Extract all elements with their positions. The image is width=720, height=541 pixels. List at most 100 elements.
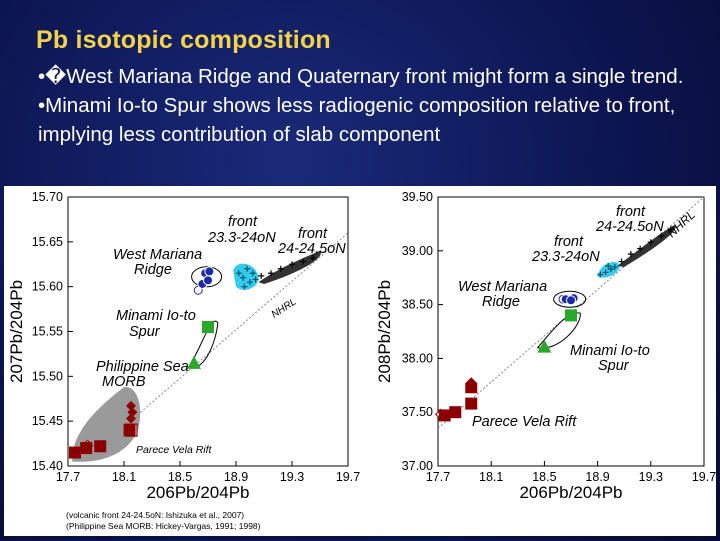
data-point: [627, 251, 634, 258]
y-tick-label: 15.65: [32, 235, 63, 249]
x-tick-label: 18.1: [479, 470, 503, 484]
annotation-morb-2: MORB: [102, 374, 146, 390]
data-point: [465, 377, 478, 394]
data-point: [637, 245, 644, 252]
y-tick-label: 15.45: [32, 414, 63, 428]
x-tick-label: 18.1: [112, 470, 136, 484]
data-point: [465, 397, 478, 410]
y-tick-label: 15.60: [32, 280, 63, 294]
data-point: [240, 274, 246, 281]
data-point: [438, 409, 451, 422]
data-point: [268, 270, 274, 277]
annotation-front-24-range: 24-24.5oN: [595, 219, 664, 235]
annotation-front-24-range: 24-24.5oN: [277, 241, 346, 257]
data-point: [611, 263, 618, 270]
data-point: [94, 440, 107, 453]
annotation-morb: Philippine Sea: [96, 359, 189, 375]
x-tick-label: 19.7: [336, 470, 360, 484]
x-tick-label: 17.7: [426, 470, 450, 484]
data-point: [605, 262, 612, 269]
chart-panel-208pb: 17.7 18.1 18.5 18.9 19.3 19.7 39.50 39.00 38.50 3…: [372, 186, 716, 536]
annotation-front-23: front: [554, 234, 584, 250]
data-point: [203, 275, 213, 286]
y-axis-label: 207Pb/204Pb: [7, 280, 26, 383]
annotation-west-mariana-ridge: Ridge: [482, 294, 520, 310]
x-tick-label: 18.5: [168, 470, 192, 484]
y-tick-label: 39.50: [402, 190, 433, 204]
annotation-parece: Parece Vela Rift: [136, 444, 213, 456]
data-point: [565, 309, 577, 322]
data-point: [123, 424, 136, 437]
annotation-front-23-range: 23.3-24oN: [207, 230, 276, 246]
data-point: [126, 413, 136, 424]
bullet-item: •Minami Io-to Spur shows less radiogenic…: [38, 94, 676, 146]
annotation-west-mariana-ridge: Ridge: [134, 262, 172, 278]
annotation-front-24: front: [616, 204, 646, 220]
y-tick-label: 15.50: [32, 369, 63, 383]
front-23-field: [233, 263, 259, 290]
slide-title: Pb isotopic composition: [36, 26, 331, 54]
data-point: [300, 258, 307, 265]
annotation-front-24: front: [298, 226, 328, 242]
y-axis-label: 208Pb/204Pb: [375, 280, 394, 383]
annotation-minami-spur: Spur: [129, 324, 161, 340]
data-point: [618, 258, 625, 265]
chart-panel-207pb: 17.7 18.1 18.5 18.9 19.3 19.7 15.70 15.65 15.60 1…: [4, 186, 372, 536]
y-tick-label: 15.70: [32, 190, 63, 204]
data-point: [249, 270, 256, 277]
x-tick-label: 18.9: [585, 470, 609, 484]
chart-208pb-vs-206pb: 17.7 18.1 18.5 18.9 19.3 19.7 39.50 39.00 38.50 3…: [375, 190, 716, 502]
y-tick-label: 37.50: [402, 405, 433, 419]
y-tick-label: 15.55: [32, 325, 63, 339]
x-axis-label: 206Pb/204Pb: [146, 483, 249, 502]
data-point: [252, 276, 259, 283]
data-point: [602, 269, 609, 276]
note-morb-source: (Philippine Sea MORB: Hickey-Vargas, 199…: [66, 521, 261, 531]
bullet-item: •�West Mariana Ridge and Quaternary fron…: [38, 65, 684, 88]
x-tick-label: 17.7: [56, 470, 80, 484]
note-front-source: (volcanic front 24-24.5oN: Ishizuka et a…: [66, 510, 244, 520]
data-point: [127, 407, 138, 418]
data-point: [241, 283, 248, 290]
y-tick-label: 15.40: [32, 459, 63, 473]
chart-207pb-vs-206pb: 17.7 18.1 18.5 18.9 19.3 19.7 15.70 15.65 15.60 1…: [7, 190, 360, 531]
minami-outline: [187, 320, 219, 369]
y-tick-label: 38.00: [402, 351, 433, 365]
x-tick-label: 19.3: [280, 470, 304, 484]
data-point: [658, 232, 665, 239]
annotation-minami: Minami Io-to: [570, 343, 650, 359]
data-point: [647, 239, 654, 246]
annotation-front-23: front: [228, 214, 258, 230]
west-mariana-outline: [191, 266, 223, 288]
data-point: [310, 254, 316, 261]
front-24-field: [258, 250, 321, 284]
data-point: [607, 266, 614, 273]
data-point: [247, 279, 253, 286]
data-point: [597, 271, 604, 278]
annotation-minami-spur: Spur: [598, 358, 630, 374]
data-point: [537, 339, 552, 353]
x-axis-label: 206Pb/204Pb: [519, 483, 622, 502]
data-point: [258, 272, 265, 279]
data-point: [566, 295, 576, 306]
west-mariana-outline: [553, 290, 587, 308]
data-point: [69, 446, 81, 459]
data-point: [667, 226, 674, 233]
data-point: [202, 321, 214, 334]
annotation-west-mariana: West Mariana: [458, 279, 547, 295]
data-point: [277, 265, 284, 272]
data-point: [244, 265, 251, 272]
data-point: [235, 270, 242, 277]
minami-outline: [536, 312, 581, 349]
data-point: [204, 266, 215, 277]
bullet-list: •�West Mariana Ridge and Quaternary fron…: [38, 62, 710, 149]
data-point: [187, 355, 201, 369]
annotation-front-23-range: 23.3-24oN: [531, 249, 600, 265]
x-tick-label: 19.3: [639, 470, 663, 484]
data-point: [80, 442, 93, 455]
y-tick-label: 37.00: [402, 459, 433, 473]
annotation-west-mariana: West Mariana: [113, 247, 202, 263]
annotation-minami: Minami Io-to: [116, 308, 196, 324]
y-tick-label: 39.00: [402, 244, 433, 258]
y-tick-label: 38.50: [402, 298, 433, 312]
